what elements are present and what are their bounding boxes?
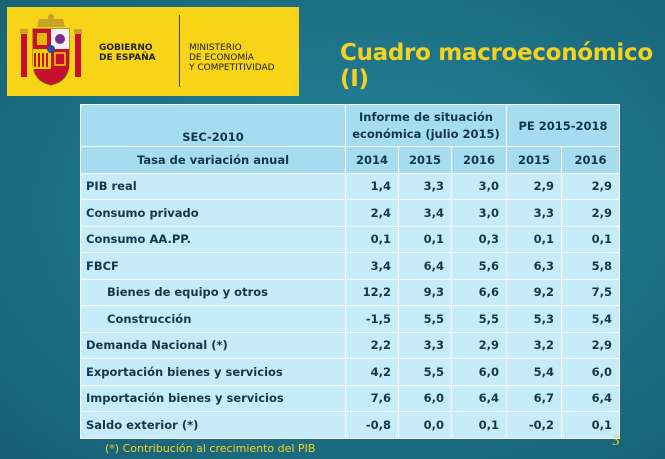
table-header-row-1: SEC-2010 Informe de situación económica … <box>80 104 621 147</box>
row-value: 0,1 <box>561 225 621 253</box>
table-row: Consumo AA.PP. 0,1 0,1 0,3 0,1 0,1 <box>80 225 621 253</box>
row-value: 3,3 <box>398 172 452 200</box>
row-value: 6,0 <box>398 384 452 412</box>
row-value: 0,3 <box>450 225 508 253</box>
row-value: 0,1 <box>345 225 399 253</box>
table-row: PIB real 1,4 3,3 3,0 2,9 2,9 <box>80 172 621 200</box>
row-label: Importación bienes y servicios <box>80 384 346 412</box>
row-value: 0,0 <box>398 411 452 439</box>
row-value: 0,1 <box>561 411 621 439</box>
table-row: Consumo privado 2,4 3,4 3,0 3,3 2,9 <box>80 199 621 227</box>
table-row: Importación bienes y servicios 7,6 6,0 6,4 6… <box>80 384 621 412</box>
col-header-sub: Tasa de variación anual <box>80 146 346 174</box>
row-value: 2,9 <box>561 199 621 227</box>
row-value: 12,2 <box>345 278 399 306</box>
row-value: 6,4 <box>398 252 452 280</box>
year-header: 2016 <box>561 146 621 174</box>
min-line-3: Y COMPETITIVIDAD <box>189 63 275 73</box>
row-value: 2,9 <box>506 172 563 200</box>
year-header: 2015 <box>506 146 563 174</box>
min-line-2: DE ECONOMÍA <box>189 53 254 63</box>
row-label: Saldo exterior (*) <box>80 411 346 439</box>
row-value: 6,4 <box>450 384 508 412</box>
table-row: Exportación bienes y servicios 4,2 5,5 6,0 5… <box>80 358 621 386</box>
row-value: 5,4 <box>561 305 621 333</box>
row-value: 6,4 <box>561 384 621 412</box>
row-value: 5,3 <box>506 305 563 333</box>
row-value: 3,3 <box>506 199 563 227</box>
row-value: 3,4 <box>398 199 452 227</box>
col-header-top: SEC-2010 <box>80 104 346 147</box>
row-value: 5,5 <box>450 305 508 333</box>
row-value: 2,2 <box>345 331 399 359</box>
row-value: 3,4 <box>345 252 399 280</box>
min-line-1: MINISTERIO <box>189 43 242 53</box>
slide-title: Cuadro macroeconómico (I) <box>340 40 653 92</box>
row-value: 2,9 <box>561 331 621 359</box>
row-value: 3,2 <box>506 331 563 359</box>
page-number: 3 <box>612 433 620 449</box>
table-row: Bienes de equipo y otros 12,2 9,3 6,6 9,2 7,5 <box>80 278 621 306</box>
row-value: 0,1 <box>450 411 508 439</box>
table-row: Construcción -1,5 5,5 5,5 5,3 5,4 <box>80 305 621 333</box>
row-value: 0,1 <box>506 225 563 253</box>
row-value: 2,4 <box>345 199 399 227</box>
row-label: PIB real <box>80 172 346 200</box>
ministry-name: MINISTERIO DE ECONOMÍA Y COMPETITIVIDAD <box>189 43 275 73</box>
row-value: 6,6 <box>450 278 508 306</box>
government-name: GOBIERNO DE ESPAÑA <box>99 43 156 63</box>
row-value: 4,2 <box>345 358 399 386</box>
table-row: FBCF 3,4 6,4 5,6 6,3 5,8 <box>80 252 621 280</box>
row-value: 2,9 <box>450 331 508 359</box>
footnote: (*) Contribución al crecimiento del PIB <box>105 442 316 455</box>
row-value: 2,9 <box>561 172 621 200</box>
row-label: Consumo privado <box>80 199 346 227</box>
gov-line-1: GOBIERNO <box>99 43 153 53</box>
coat-of-arms-icon <box>20 14 82 86</box>
row-value: 3,3 <box>398 331 452 359</box>
logo-divider <box>179 15 180 87</box>
row-value: 7,6 <box>345 384 399 412</box>
row-value: 5,6 <box>450 252 508 280</box>
row-value: 7,5 <box>561 278 621 306</box>
row-value: 5,8 <box>561 252 621 280</box>
row-value: 3,0 <box>450 172 508 200</box>
table-header-row-2: Tasa de variación anual 2014 2015 2016 2… <box>80 146 621 174</box>
row-value: 9,2 <box>506 278 563 306</box>
government-logo-banner: GOBIERNO DE ESPAÑA MINISTERIO DE ECONOMÍ… <box>7 7 299 96</box>
year-header: 2015 <box>398 146 452 174</box>
row-value: 6,3 <box>506 252 563 280</box>
row-value: 5,4 <box>506 358 563 386</box>
year-header: 2016 <box>450 146 508 174</box>
year-header: 2014 <box>345 146 399 174</box>
row-value: 1,4 <box>345 172 399 200</box>
macro-table: SEC-2010 Informe de situación económica … <box>80 104 621 439</box>
group-header-pe: PE 2015-2018 <box>506 104 621 147</box>
row-value: -0,2 <box>506 411 563 439</box>
row-label: Construcción <box>80 305 346 333</box>
row-label: Bienes de equipo y otros <box>80 278 346 306</box>
row-value: 9,3 <box>398 278 452 306</box>
row-value: 6,0 <box>450 358 508 386</box>
row-label: FBCF <box>80 252 346 280</box>
row-value: 0,1 <box>398 225 452 253</box>
row-value: 3,0 <box>450 199 508 227</box>
group-header-informe: Informe de situación económica (julio 20… <box>344 104 508 147</box>
row-label: Consumo AA.PP. <box>80 225 346 253</box>
row-value: -1,5 <box>345 305 399 333</box>
row-value: 6,0 <box>561 358 621 386</box>
row-label: Exportación bienes y servicios <box>80 358 346 386</box>
row-value: 5,5 <box>398 358 452 386</box>
row-label: Demanda Nacional (*) <box>80 331 346 359</box>
row-value: -0,8 <box>345 411 399 439</box>
row-value: 6,7 <box>506 384 563 412</box>
row-value: 5,5 <box>398 305 452 333</box>
table-row: Demanda Nacional (*) 2,2 3,3 2,9 3,2 2,9 <box>80 331 621 359</box>
table-row: Saldo exterior (*) -0,8 0,0 0,1 -0,2 0,1 <box>80 411 621 439</box>
gov-line-2: DE ESPAÑA <box>99 53 156 63</box>
